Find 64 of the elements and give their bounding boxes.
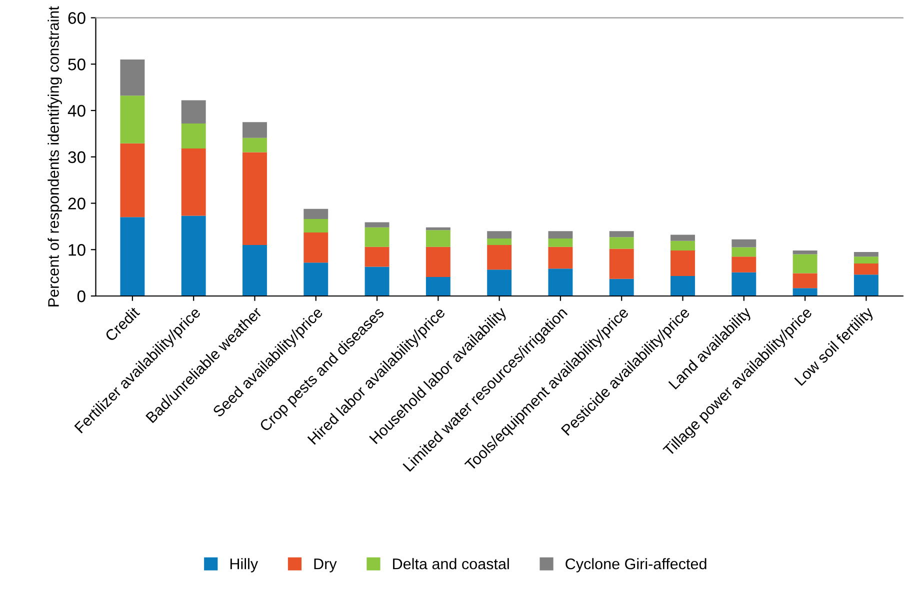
bar [792,254,818,274]
bar [120,217,145,296]
bar [548,238,573,247]
bar [304,262,328,296]
bar [670,250,695,276]
bar [120,143,145,218]
bar [609,231,634,238]
bar [487,270,512,296]
bar [181,216,206,296]
bar [364,227,390,247]
y-axis-title: Percent of respondents identifying constraint [48,6,62,306]
bar [487,238,512,245]
bar [670,240,695,251]
bar [670,276,695,296]
bar [304,219,328,232]
bar [609,278,634,296]
bar [792,288,818,296]
bar [732,247,756,257]
bar [181,148,206,216]
bar [732,256,756,272]
bar [548,268,573,296]
bar [364,246,390,267]
bar [426,227,450,230]
y-tick-label: 50 [68,58,86,70]
bar [242,152,267,245]
bar [242,244,267,296]
bar [548,246,573,269]
bar [609,248,634,279]
bar [426,230,450,247]
bar [487,244,512,270]
bar [181,100,206,124]
bar [732,239,756,248]
bar [609,237,634,249]
y-tick-label: 40 [68,104,86,117]
bar [181,123,206,149]
y-tick-label: 20 [68,198,86,210]
bar [854,256,878,264]
bar [854,264,878,275]
bar [792,273,818,288]
bar [548,231,573,238]
legend-label: Delta and coastal [393,558,509,570]
bar [364,266,390,296]
bar [426,246,450,277]
bar [120,96,145,144]
legend-label: Hilly [230,558,258,572]
bar [304,208,328,220]
bar [854,274,878,296]
bar [304,232,328,263]
y-tick-label: 0 [77,290,86,302]
legend-label: Cyclone Giri-affected [566,558,706,572]
y-tick-label: 60 [68,12,86,24]
y-tick-label: 30 [68,151,86,164]
bar [792,250,818,254]
bar [242,122,267,138]
bar [364,222,390,228]
bar [670,234,695,241]
bar [426,276,450,296]
bar [487,231,512,238]
bar [732,272,756,296]
y-tick-label: 10 [68,244,86,256]
bar [120,59,145,96]
legend-label: Dry [314,558,337,572]
bar [242,138,267,152]
bar [854,252,878,257]
